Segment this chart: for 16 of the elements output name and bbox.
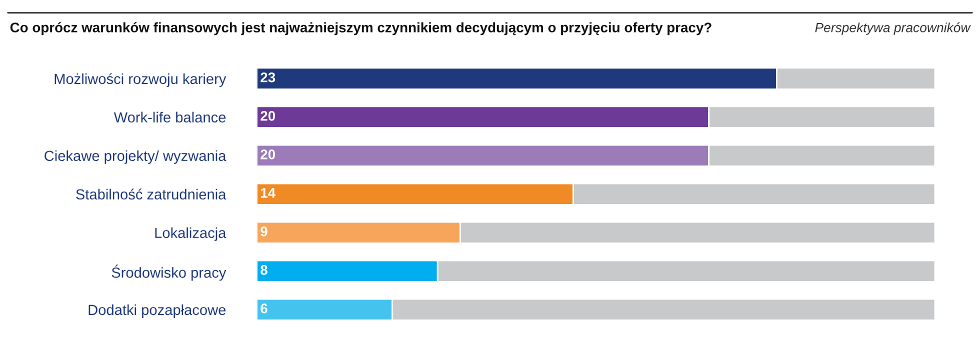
chart-subtitle: Perspektywa pracowników: [815, 22, 971, 35]
y-tick-label: Lokalizacja: [155, 227, 226, 241]
data-label: 6: [260, 304, 268, 314]
y-tick-label: Dodatki pozapłacowe: [88, 304, 226, 318]
data-label: 14: [261, 188, 276, 198]
y-tick-label: Ciekawe projekty/ wyzwania: [44, 150, 226, 164]
data-label: 20: [260, 110, 276, 121]
data-label: 23: [260, 72, 276, 82]
data-label: 20: [260, 149, 276, 160]
data-label: 9: [260, 226, 268, 236]
data-label: 8: [260, 265, 268, 275]
y-tick-label: Środowisko pracy: [112, 264, 226, 281]
y-tick-label: Work-life balance: [114, 112, 226, 123]
chart-title: Co oprócz warunków finansowych jest najważniejszym czynnikiem decydującym o przyjęciu oferty pracy?: [10, 22, 712, 36]
y-tick-label: Stabilność zatrudnienia: [76, 188, 226, 200]
y-tick-label: Możliwości rozwoju kariery: [54, 73, 226, 87]
